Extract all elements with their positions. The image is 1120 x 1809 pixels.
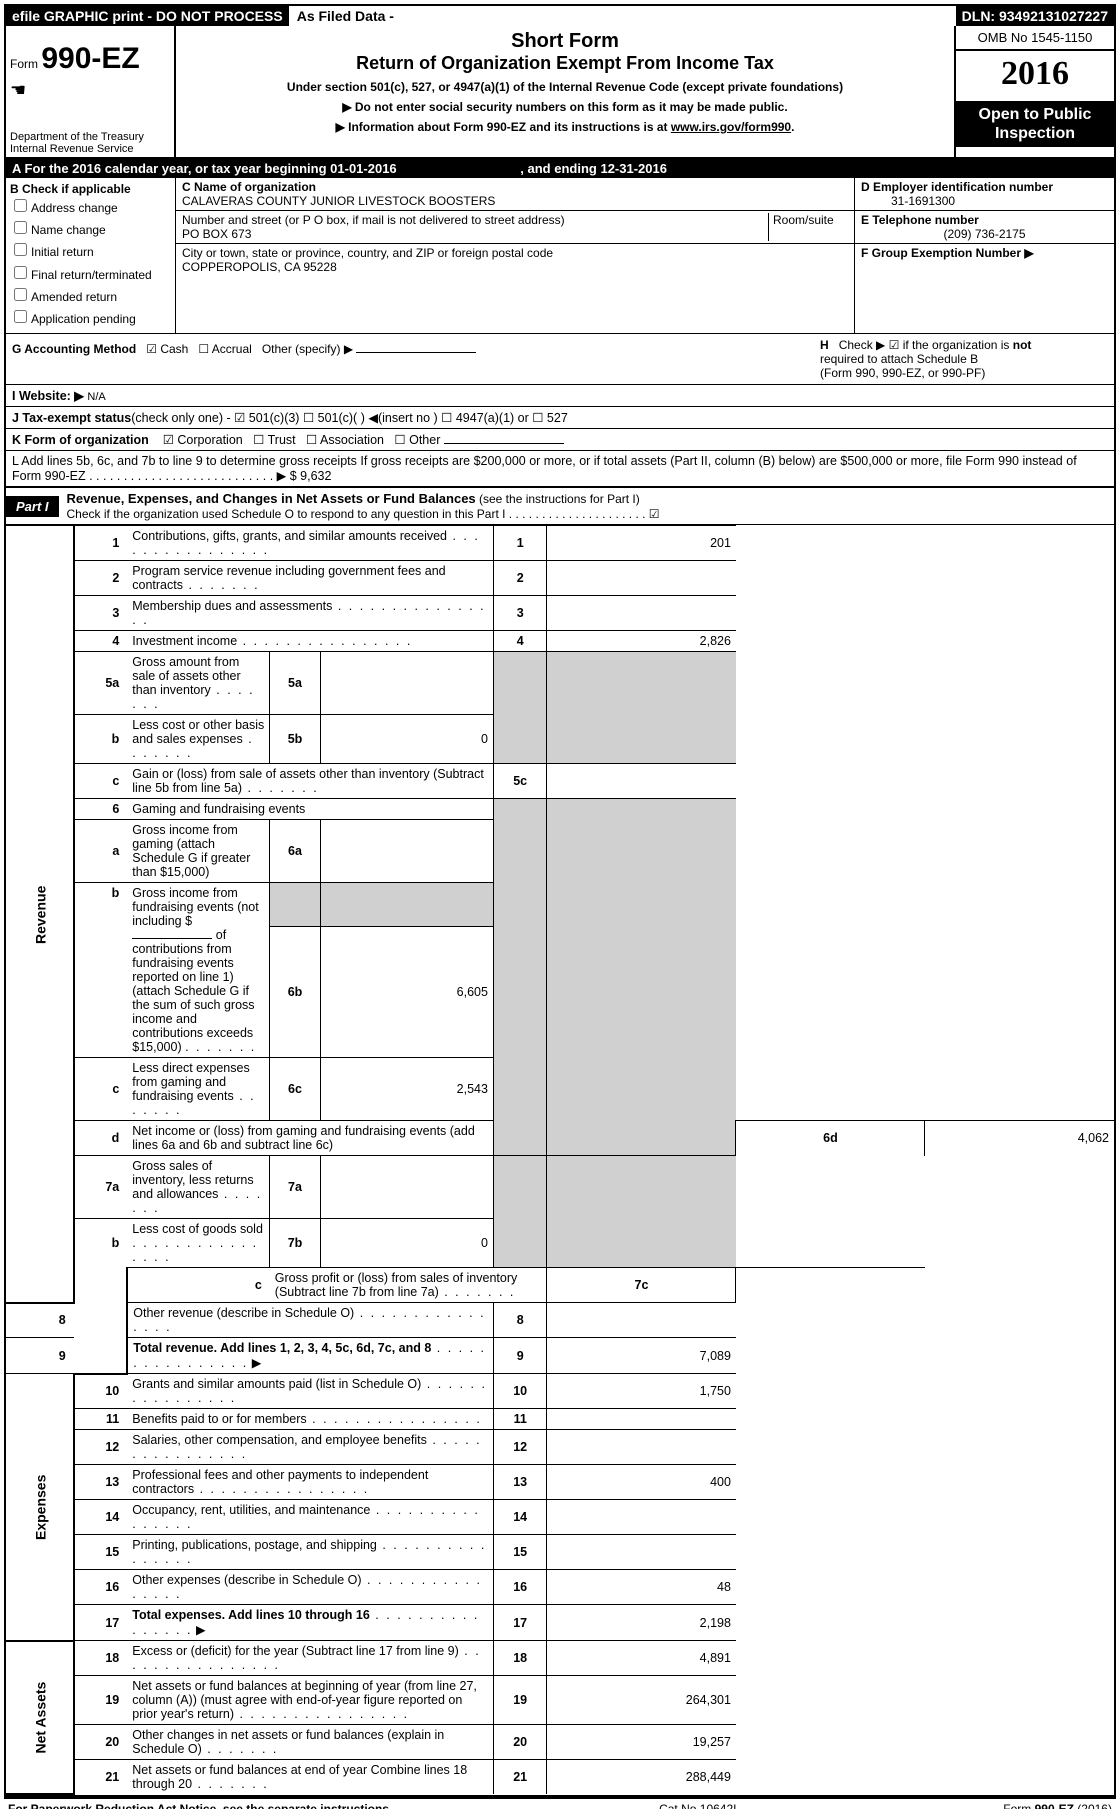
table-row: 11 Benefits paid to or for members 11 — [6, 1409, 1114, 1430]
cat-no: Cat No 10642I — [659, 1802, 736, 1809]
table-row: 4 Investment income 4 2,826 — [6, 631, 1114, 652]
table-row: 6 Gaming and fundraising events — [6, 799, 1114, 820]
part-1-header: Part I Revenue, Expenses, and Changes in… — [6, 486, 1114, 525]
b-checkboxes: B Check if applicable Address change Nam… — [6, 178, 176, 333]
chk-initial-return[interactable]: Initial return — [10, 240, 171, 262]
row-i-website: I Website: ▶ N/A — [6, 385, 1114, 407]
header-left: Form 990-EZ ☚ Department of the Treasury… — [6, 26, 176, 157]
form-container: efile GRAPHIC print - DO NOT PROCESS As … — [4, 4, 1116, 1797]
row-j-tax-exempt: J Tax-exempt status(check only one) - ☑ … — [6, 407, 1114, 429]
efile-label: efile GRAPHIC print - DO NOT PROCESS — [6, 6, 291, 26]
table-row: 17 Total expenses. Add lines 10 through … — [6, 1605, 1114, 1641]
table-row: 8 Other revenue (describe in Schedule O)… — [6, 1303, 1114, 1338]
header-middle: Short Form Return of Organization Exempt… — [176, 26, 954, 157]
org-city: COPPEROPOLIS, CA 95228 — [182, 260, 337, 274]
table-row: 15 Printing, publications, postage, and … — [6, 1535, 1114, 1570]
ein: 31-1691300 — [861, 194, 955, 208]
form-ref: Form 990-EZ (2016) — [1003, 1802, 1112, 1809]
table-row: c Gain or (loss) from sale of assets oth… — [6, 764, 1114, 799]
chk-accrual[interactable]: ☐ Accrual — [198, 342, 251, 356]
irs-link[interactable]: www.irs.gov/form990 — [671, 120, 791, 134]
open-to-public: Open to Public Inspection — [956, 101, 1114, 147]
telephone: (209) 736-2175 — [861, 227, 1108, 241]
table-row: 20 Other changes in net assets or fund b… — [6, 1725, 1114, 1760]
form-number: 990-EZ — [41, 42, 139, 75]
table-row: 9 Total revenue. Add lines 1, 2, 3, 4, 5… — [6, 1338, 1114, 1374]
org-name: CALAVERAS COUNTY JUNIOR LIVESTOCK BOOSTE… — [182, 194, 495, 208]
chk-association[interactable]: ☐ Association — [306, 433, 384, 447]
side-label-expenses: Expenses — [6, 1374, 74, 1641]
title-short-form: Short Form — [180, 30, 950, 53]
chk-application-pending[interactable]: Application pending — [10, 307, 171, 329]
table-row: 19 Net assets or fund balances at beginn… — [6, 1676, 1114, 1725]
omb-number: OMB No 1545-1150 — [956, 26, 1114, 51]
table-row: 2 Program service revenue including gove… — [6, 561, 1114, 596]
row-k-form-org: K Form of organization ☑ Corporation ☐ T… — [6, 429, 1114, 451]
d-ef-block: D Employer identification number 31-1691… — [854, 178, 1114, 333]
section-b-ef: B Check if applicable Address change Nam… — [6, 178, 1114, 334]
table-row: 7a Gross sales of inventory, less return… — [6, 1156, 1114, 1219]
footer: For Paperwork Reduction Act Notice, see … — [4, 1797, 1116, 1809]
table-row: Expenses 10 Grants and similar amounts p… — [6, 1374, 1114, 1409]
treasury-seal-icon: ☚ — [10, 80, 170, 101]
chk-amended-return[interactable]: Amended return — [10, 285, 171, 307]
top-bar: efile GRAPHIC print - DO NOT PROCESS As … — [6, 6, 1114, 26]
c-org-block: C Name of organization CALAVERAS COUNTY … — [176, 178, 854, 333]
dln: DLN: 93492131027227 — [956, 6, 1114, 26]
chk-final-return[interactable]: Final return/terminated — [10, 263, 171, 285]
table-row: 3 Membership dues and assessments 3 — [6, 596, 1114, 631]
title-main: Return of Organization Exempt From Incom… — [180, 53, 950, 74]
table-row: Revenue 1 Contributions, gifts, grants, … — [6, 526, 1114, 561]
header: Form 990-EZ ☚ Department of the Treasury… — [6, 26, 1114, 159]
as-filed-label: As Filed Data - — [291, 6, 402, 26]
row-a-tax-year: A For the 2016 calendar year, or tax yea… — [6, 159, 1114, 178]
header-right: OMB No 1545-1150 2016 Open to Public Ins… — [954, 26, 1114, 157]
table-row: c Gross profit or (loss) from sales of i… — [6, 1268, 1114, 1303]
tax-year: 2016 — [956, 51, 1114, 101]
chk-name-change[interactable]: Name change — [10, 218, 171, 240]
org-address: PO BOX 673 — [182, 227, 251, 241]
side-label-revenue: Revenue — [6, 526, 74, 1303]
part-1-table: Revenue 1 Contributions, gifts, grants, … — [6, 525, 1114, 1795]
table-row: 14 Occupancy, rent, utilities, and maint… — [6, 1500, 1114, 1535]
table-row: 5a Gross amount from sale of assets othe… — [6, 652, 1114, 715]
paperwork-notice: For Paperwork Reduction Act Notice, see … — [8, 1802, 392, 1809]
table-row: Net Assets 18 Excess or (deficit) for th… — [6, 1641, 1114, 1676]
section-gh: G Accounting Method ☑ Cash ☐ Accrual Oth… — [6, 334, 1114, 385]
chk-corporation[interactable]: ☑ Corporation — [163, 433, 243, 447]
table-row: 12 Salaries, other compensation, and emp… — [6, 1430, 1114, 1465]
chk-address-change[interactable]: Address change — [10, 196, 171, 218]
table-row: 16 Other expenses (describe in Schedule … — [6, 1570, 1114, 1605]
chk-cash[interactable]: ☑ Cash — [146, 342, 188, 356]
chk-other[interactable]: ☐ Other — [394, 433, 440, 447]
table-row: 21 Net assets or fund balances at end of… — [6, 1760, 1114, 1795]
table-row: 13 Professional fees and other payments … — [6, 1465, 1114, 1500]
chk-trust[interactable]: ☐ Trust — [253, 433, 295, 447]
side-label-net-assets: Net Assets — [6, 1641, 74, 1795]
row-l-gross-receipts: L Add lines 5b, 6c, and 7b to line 9 to … — [6, 451, 1114, 486]
